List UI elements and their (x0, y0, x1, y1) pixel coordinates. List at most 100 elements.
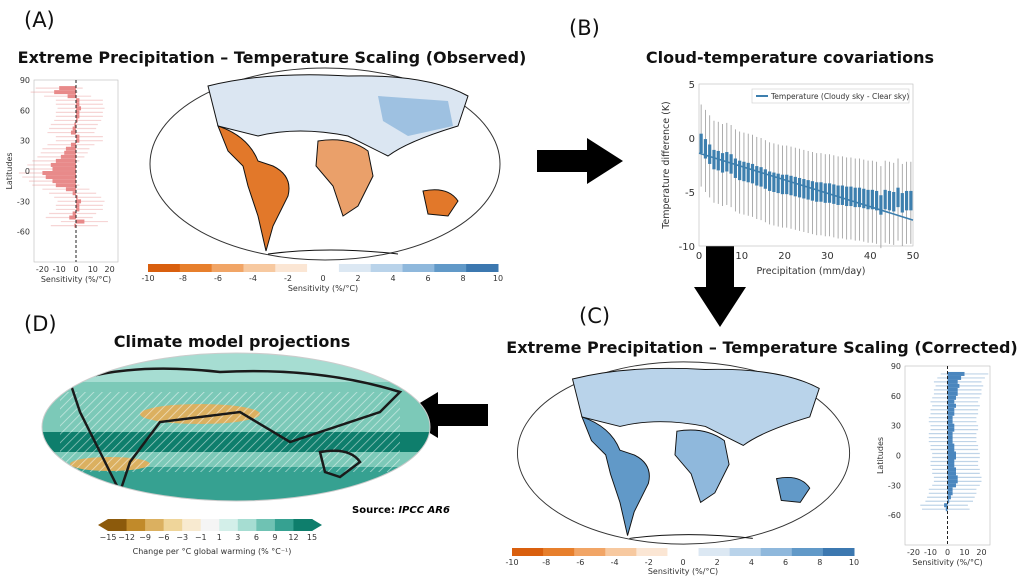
colorbar-segment (163, 519, 183, 531)
panel-a-colorbar (148, 264, 499, 272)
box (862, 188, 866, 209)
box (703, 139, 708, 159)
box (768, 171, 772, 191)
legend-box (751, 88, 910, 104)
colorbar-tick-label: 10 (848, 558, 860, 567)
panel-c-title: Extreme Precipitation – Temperature Scal… (506, 338, 1018, 357)
box (900, 193, 904, 213)
mean-bar (76, 102, 80, 107)
y-axis-label: Latitudes (876, 437, 885, 474)
box (853, 187, 857, 208)
x-tick-label: -10 (924, 548, 937, 557)
mean-bar (69, 215, 76, 220)
mean-bar (947, 435, 953, 440)
box (720, 153, 725, 173)
x-axis-label: Sensitivity (%/°C) (41, 275, 111, 284)
colorbar-segment (274, 519, 294, 531)
colorbar-tick-label: -8 (179, 274, 187, 283)
map-landmass-australia (422, 189, 459, 217)
legend-label: Temperature (Cloudy sky - Clear sky) (770, 92, 909, 101)
y-axis-label: Latitudes (5, 152, 14, 189)
mean-bar (947, 395, 956, 400)
mean-bar (947, 439, 953, 444)
colorbar-segment (636, 548, 668, 556)
y-tick-label: -30 (17, 197, 30, 206)
colorbar-tick-label: 4 (748, 558, 754, 567)
map-landmass-north (207, 74, 469, 157)
y-tick-label: 0 (896, 452, 901, 461)
box (892, 192, 896, 212)
colorbar-segment (370, 264, 404, 272)
mean-bar (76, 138, 80, 143)
mean-bar (67, 94, 76, 99)
x-tick-label: 20 (778, 251, 791, 262)
x-tick-label: 0 (73, 265, 78, 274)
mean-bar (947, 475, 958, 480)
colorbar-tick-label: 4 (390, 274, 396, 283)
mean-bar (60, 154, 76, 159)
mean-bar (947, 471, 956, 476)
colorbar-segment (275, 264, 308, 272)
x-tick-label: 20 (976, 548, 986, 557)
mean-bar (947, 399, 955, 404)
box (845, 186, 849, 207)
box (840, 185, 844, 205)
x-tick-label: -20 (36, 265, 49, 274)
x-tick-label: 40 (864, 251, 877, 262)
y-tick-label: 90 (20, 76, 30, 85)
y-tick-label: 90 (891, 362, 901, 371)
colorbar-tick-label: −12 (118, 533, 135, 542)
panel-c-colorbar-label: Sensitivity (%/°C) (647, 567, 719, 576)
y-tick-label: 0 (25, 167, 30, 176)
colorbar-tick-label: 3 (235, 533, 241, 542)
colorbar-segment (219, 519, 239, 531)
mean-bar (45, 175, 76, 180)
mean-bar (947, 391, 958, 396)
y-tick-label: 5 (689, 80, 695, 91)
box (789, 175, 793, 196)
x-tick-label: 10 (735, 251, 748, 262)
colorbar-segment (543, 548, 575, 556)
colorbar-tick-label: −3 (176, 533, 189, 542)
mean-bar (947, 375, 962, 380)
mean-bar (947, 459, 955, 464)
mean-bar (70, 142, 76, 147)
panel-a-label: (A) (24, 8, 55, 32)
box (759, 167, 763, 187)
y-tick-label: 30 (20, 137, 30, 146)
colorbar-segment (148, 264, 181, 272)
colorbar-tick-label: 8 (460, 274, 466, 283)
mean-bar (65, 146, 76, 151)
colorbar-arrow-left (98, 519, 108, 531)
panel-d-colorbar (98, 519, 322, 531)
box (742, 161, 746, 182)
box (909, 190, 913, 211)
panel-b-boxplot-chart: Temperature (Cloudy sky - Clear sky)50-5… (661, 80, 919, 277)
colorbar-segment (243, 264, 276, 272)
colorbar-tick-label: -2 (644, 558, 653, 567)
box (802, 179, 806, 199)
mean-bar (947, 483, 956, 488)
box (780, 174, 785, 195)
trend-line (698, 152, 914, 221)
colorbar-tick-label: -2 (284, 274, 292, 283)
colorbar-tick-label: -6 (576, 558, 585, 567)
mean-bar (947, 383, 960, 388)
x-tick-label: -10 (53, 265, 66, 274)
mean-bar (947, 407, 955, 412)
colorbar-segment (667, 548, 700, 556)
mean-bar (74, 122, 76, 127)
y-tick-label: -60 (888, 511, 901, 520)
colorbar-tick-label: 0 (680, 558, 686, 567)
mean-bar (55, 183, 76, 188)
mean-bar (947, 419, 953, 424)
y-tick-label: -5 (685, 188, 695, 199)
mean-bar (76, 98, 80, 103)
colorbar-segment (126, 519, 146, 531)
panel-d-title: Climate model projections (113, 332, 351, 351)
panel-a-map (149, 67, 501, 261)
colorbar-tick-label: -6 (214, 274, 222, 283)
mean-bar (944, 503, 948, 508)
mean-bar (947, 371, 965, 376)
panel-c-colorbar (512, 548, 855, 556)
